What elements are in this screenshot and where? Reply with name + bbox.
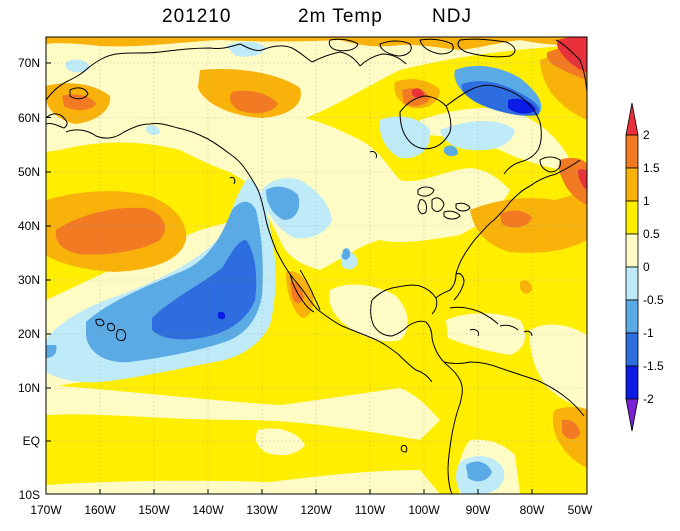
lon-label: 160W [84,503,116,517]
colorbar-0to0.5 [625,233,639,268]
colorbar-gt2 [625,102,639,136]
colorbar-neg1toneg0.5 [625,299,639,334]
lat-labels: 70N 60N 50N 40N 30N 20N 10N EQ 10S [18,56,40,502]
lat-label: 70N [18,56,40,70]
colorbar-1.5to2 [625,134,639,169]
lon-label: 130W [246,503,278,517]
lat-label: 20N [18,327,40,341]
lon-label: 110W [355,503,386,517]
map-title: 201210 2m Temp NDJ [0,6,680,32]
lon-label: 100W [408,503,440,517]
colorbar-label: -0.5 [643,293,664,307]
colorbar-0.5to1 [625,200,639,235]
lat-label: EQ [23,434,40,448]
lon-label: 150W [138,503,170,517]
colorbar-lt-2 [625,398,639,432]
colorbar-1to1.5 [625,167,639,202]
colorbar-label: 2 [643,128,650,142]
lon-label: 50W [568,503,593,517]
lon-label: 90W [466,503,491,517]
lat-label: 30N [18,273,40,287]
lat-label: 10N [18,381,40,395]
axis-ticks [46,62,533,494]
graticule [46,37,587,494]
colorbar-label: -2 [643,392,654,406]
lat-label: 50N [18,165,40,179]
field-neg2-to-neg1.5 [217,98,536,320]
colorbar-label: 1 [643,194,650,208]
colorbar-label: -1.5 [643,359,664,373]
colorbar [625,102,639,432]
coastlines [46,38,587,494]
anomaly-field [46,37,587,494]
title-date: 201210 [162,6,232,27]
colorbar-label: 1.5 [643,161,660,175]
colorbar-neg2toneg1.5 [625,365,639,400]
colorbar-label: 0 [643,260,650,274]
colorbar-neg1.5toneg1 [625,332,639,367]
lon-label: 140W [192,503,224,517]
colorbar-labels: 2 1.5 1 0.5 0 -0.5 -1 -1.5 -2 [643,128,664,406]
lon-labels: 170W 160W 150W 140W 130W 120W 110W 100W … [30,503,593,517]
lat-label: 60N [18,111,40,125]
lon-label: 120W [300,503,332,517]
colorbar-label: -1 [643,326,654,340]
title-season: NDJ [432,6,472,27]
title-variable: 2m Temp [298,6,383,27]
lon-label: 80W [520,503,545,517]
colorbar-label: 0.5 [643,227,660,241]
colorbar-neg0.5to0 [625,266,639,301]
lon-label: 170W [30,503,62,517]
lat-label: 40N [18,219,40,233]
lat-label: 10S [19,488,40,502]
